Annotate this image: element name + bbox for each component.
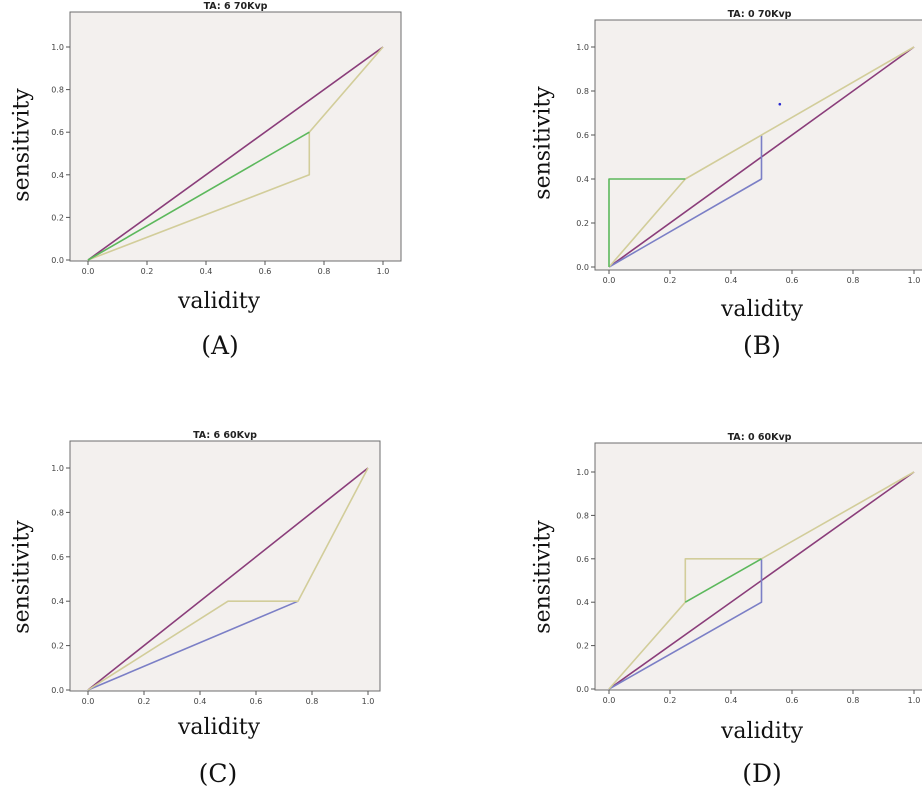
chart-c-y-tick-label: 0.8 (51, 508, 64, 517)
chart-b-x-tick-label: 0.6 (786, 276, 799, 285)
chart-b-y-tick-label: 0.6 (576, 131, 589, 140)
chart-c-x-tick-label: 0.6 (250, 697, 263, 706)
chart-c-y-tick-label: 1.0 (51, 464, 64, 473)
chart-a-x-tick-label: 0.8 (318, 267, 331, 276)
chart-d-x-tick-label: 0.0 (603, 696, 616, 705)
chart-d-y-tick-label: 0.8 (576, 511, 589, 520)
chart-a-y-tick-label: 0.0 (51, 256, 64, 265)
chart-c-plot-area (69, 440, 381, 692)
chart-c-title: TA: 6 60Kvp (193, 430, 257, 441)
chart-b-y-tick-label: 0.0 (576, 263, 589, 272)
chart-b-data-point (778, 102, 782, 106)
chart-a-xlabel: validity (177, 289, 261, 314)
chart-d-x-tick-label: 0.8 (847, 696, 860, 705)
chart-b-x-tick-label: 0.8 (847, 276, 860, 285)
chart-c-series-line-1 (87, 467, 369, 691)
chart-a-y-tick-label: 1.0 (51, 43, 64, 52)
chart-c-x-tick-label: 0.2 (138, 697, 151, 706)
chart-b-y-tick-label: 0.2 (576, 219, 589, 228)
chart-c-x-tick-label: 0.8 (306, 697, 319, 706)
chart-b-xlabel: validity (720, 297, 804, 322)
chart-c-panel-label: (C) (198, 759, 238, 788)
chart-c-series-line-2 (87, 600, 299, 691)
chart-b-x-tick-label: 0.0 (603, 276, 616, 285)
chart-a-series-line-2 (87, 46, 384, 261)
chart-b-plot-area (594, 19, 922, 271)
chart-c-y-tick-label: 0.6 (51, 553, 64, 562)
chart-d-ylabel: sensitivity (530, 520, 556, 634)
chart-c-x-tick-label: 0.0 (82, 697, 95, 706)
chart-b-y-tick-label: 0.4 (576, 175, 589, 184)
chart-c-xlabel: validity (177, 715, 261, 740)
chart-b-title: TA: 0 70Kvp (728, 9, 792, 20)
chart-d-title: TA: 0 60Kvp (728, 432, 792, 443)
chart-a-title: TA: 6 70Kvp (204, 1, 268, 12)
chart-b-series-line-2 (608, 135, 763, 268)
chart-c-y-tick-label: 0.2 (51, 642, 64, 651)
chart-d-x-tick-label: 1.0 (908, 696, 921, 705)
chart-c-y-tick-label: 0.4 (51, 597, 64, 606)
chart-d-y-tick-label: 0.6 (576, 555, 589, 564)
chart-c-x-tick-label: 1.0 (362, 697, 375, 706)
chart-d-series-line-4 (684, 558, 762, 603)
chart-b-y-tick-label: 0.8 (576, 87, 589, 96)
chart-d-series-line-2 (608, 558, 763, 690)
chart-b-x-tick-label: 1.0 (908, 276, 921, 285)
chart-d-y-tick-label: 0.0 (576, 685, 589, 694)
chart-d-y-tick-label: 0.2 (576, 642, 589, 651)
chart-d-x-tick-label: 0.6 (786, 696, 799, 705)
chart-a-series-line-1 (87, 46, 384, 261)
chart-b-series-line-4 (608, 178, 686, 267)
chart-d-xlabel: validity (720, 719, 804, 744)
chart-a-panel-label: (A) (201, 331, 239, 360)
chart-a-y-tick-label: 0.2 (51, 213, 64, 222)
chart-d-panel-label: (D) (742, 759, 782, 788)
chart-a-x-tick-label: 0.4 (200, 267, 213, 276)
chart-c-series-line-3 (87, 467, 369, 691)
chart-d-plot-area (594, 442, 922, 691)
chart-c-x-tick-label: 0.4 (194, 697, 207, 706)
chart-a-plot-area (69, 11, 402, 262)
chart-a-x-tick-label: 0.2 (141, 267, 154, 276)
chart-c-y-tick-label: 0.0 (51, 686, 64, 695)
chart-d-series-line-3 (608, 471, 915, 690)
chart-d-x-tick-label: 0.2 (664, 696, 677, 705)
chart-a-y-tick-label: 0.8 (51, 86, 64, 95)
chart-a-series-line-3 (87, 131, 310, 261)
chart-a-x-tick-label: 0.6 (259, 267, 272, 276)
chart-d-y-tick-label: 1.0 (576, 468, 589, 477)
chart-a-x-tick-label: 0.0 (82, 267, 95, 276)
chart-d-x-tick-label: 0.4 (725, 696, 738, 705)
chart-a-y-tick-label: 0.4 (51, 171, 64, 180)
chart-b-panel-label: (B) (743, 331, 781, 360)
chart-b-x-tick-label: 0.2 (664, 276, 677, 285)
chart-b-y-tick-label: 1.0 (576, 43, 589, 52)
chart-a-x-tick-label: 1.0 (377, 267, 390, 276)
chart-b-x-tick-label: 0.4 (725, 276, 738, 285)
chart-d-y-tick-label: 0.4 (576, 598, 589, 607)
chart-a-y-tick-label: 0.6 (51, 128, 64, 137)
